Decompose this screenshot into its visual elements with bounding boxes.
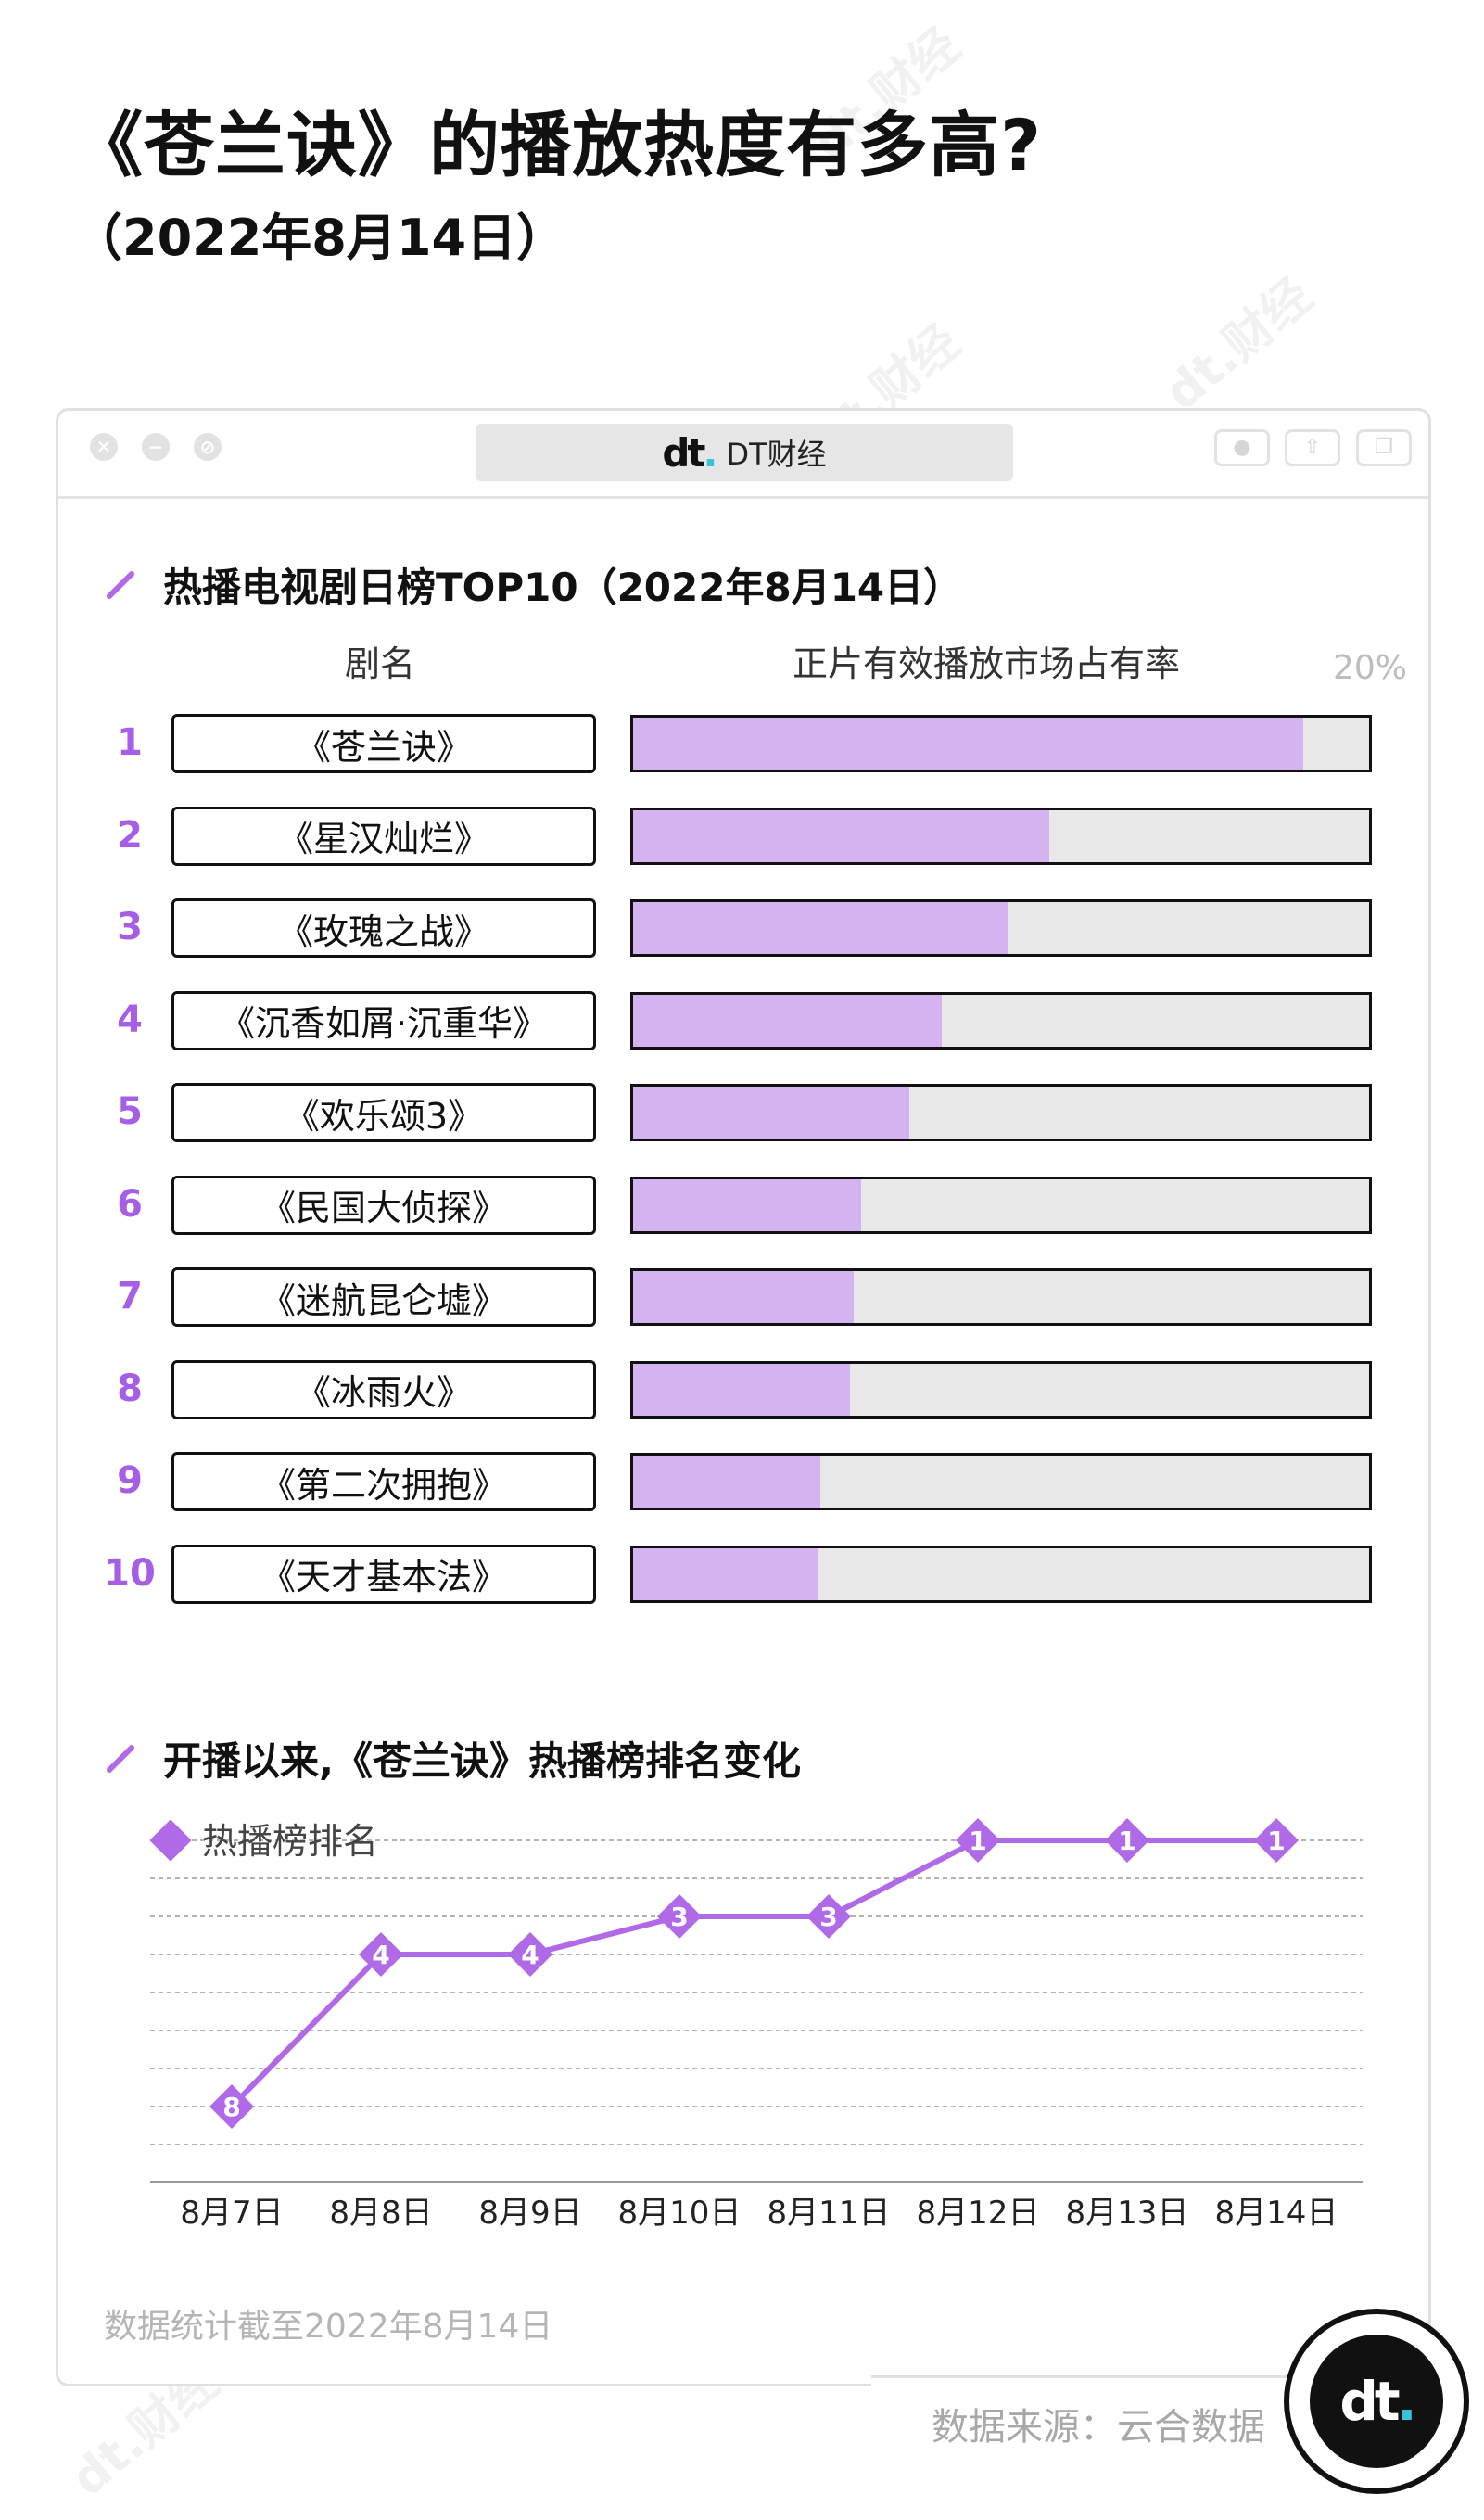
x-tick-label: 8月8日 (329, 2195, 432, 2232)
page-subtitle: （2022年8月14日） (72, 209, 567, 267)
bar (633, 1547, 818, 1600)
bar (633, 994, 943, 1047)
copy-icon[interactable]: ❐ (1356, 429, 1412, 466)
line-chart: 热播榜排名 8 8月7日 4 8月8日 4 8月9日 3 8月10日 3 8月11日 1 8月12日 1 8… (149, 1817, 1363, 2232)
dt-badge-icon: dt. (1284, 2309, 1469, 2494)
share-icon[interactable]: ⇧ (1285, 429, 1340, 466)
data-point (656, 1893, 703, 1940)
window-titlebar: ✕ − ⊘ dt. DT财经 ● ⇧ ❐ (58, 411, 1428, 499)
x-tick-label: 8月7日 (180, 2195, 283, 2232)
data-label: 1 (969, 1826, 986, 1856)
bar (633, 902, 1008, 954)
close-icon[interactable]: ✕ (90, 433, 118, 461)
drama-name-label: 《民国大侦探》 (171, 1175, 596, 1235)
bar-track (630, 1360, 1372, 1419)
x-tick-label: 8月11日 (767, 2195, 891, 2232)
drama-name-label: 《迷航昆仑墟》 (171, 1267, 596, 1327)
line-section-title: 开播以来,《苍兰诀》热播榜排名变化 (102, 1730, 801, 1787)
bar (633, 1087, 909, 1139)
rank-label: 6 (117, 1182, 143, 1226)
x-tick-label: 8月13日 (1066, 2195, 1189, 2232)
rank-label: 2 (117, 813, 143, 857)
minimize-icon[interactable]: − (142, 433, 170, 461)
x-tick-label: 8月14日 (1215, 2195, 1338, 2232)
bar-section-title-text: 热播电视剧日榜TOP10（2022年8月14日） (163, 565, 963, 610)
data-label: 1 (1118, 1826, 1135, 1856)
brand-name: DT财经 (726, 437, 827, 472)
bar-section-title: 热播电视剧日榜TOP10（2022年8月14日） (102, 556, 962, 613)
bar-track (630, 991, 1372, 1050)
data-label: 1 (1267, 1826, 1285, 1856)
x-tick-label: 8月10日 (618, 2195, 742, 2232)
legend-label: 热播榜排名 (202, 1821, 378, 1862)
bar-track (630, 1176, 1372, 1234)
drama-name-label: 《天才基本法》 (171, 1544, 596, 1604)
bar (633, 809, 1049, 862)
drama-name-label: 《冰雨火》 (171, 1359, 596, 1419)
data-source: 数据来源：云合数据 (932, 2406, 1265, 2449)
rank-label: 4 (117, 998, 143, 1041)
rank-label: 9 (117, 1459, 143, 1502)
drama-name-label: 《星汉灿烂》 (171, 806, 596, 866)
rank-label: 10 (104, 1551, 156, 1595)
rank-label: 3 (117, 906, 143, 948)
rank-label: 5 (117, 1090, 143, 1133)
data-label: 3 (819, 1902, 837, 1932)
scale-max-label: 20% (1333, 649, 1408, 687)
drama-name-label: 《苍兰诀》 (171, 714, 596, 773)
bar (633, 1456, 821, 1508)
rank-label: 8 (117, 1367, 143, 1410)
dt-logo-icon: dt. (662, 429, 717, 476)
bar-track (630, 1545, 1372, 1603)
data-label: 4 (372, 1940, 389, 1970)
bar-track (630, 807, 1372, 865)
footnote: 数据统计截至2022年8月14日 (104, 2308, 553, 2346)
bar-track (630, 715, 1372, 772)
series-line (229, 1838, 1276, 2109)
data-point (805, 1893, 852, 1940)
data-label: 8 (222, 2092, 240, 2122)
legend-diamond-icon (149, 1819, 192, 1862)
data-point (358, 1931, 404, 1978)
data-label: 3 (670, 1902, 688, 1932)
data-point (507, 1931, 553, 1978)
bar (633, 718, 1303, 770)
maximize-icon[interactable]: ⊘ (194, 433, 222, 461)
rank-label: 7 (117, 1275, 143, 1317)
data-label: 4 (521, 1940, 539, 1970)
bar-track (630, 1453, 1372, 1510)
drama-name-label: 《第二次拥抱》 (171, 1452, 596, 1511)
bar (633, 1363, 851, 1416)
source-tab (871, 2375, 1298, 2480)
drama-name-label: 《沉香如屑·沉重华》 (171, 990, 596, 1050)
dt-badge-logo: dt. (1310, 2335, 1443, 2468)
page-title: 《苍兰诀》的播放热度有多高? (72, 104, 1043, 186)
rank-label: 1 (117, 721, 143, 764)
bar-track (630, 1268, 1372, 1326)
bar-track (630, 899, 1372, 957)
column-header-name: 剧名 (345, 643, 416, 684)
window-title-pill: dt. DT财经 (476, 424, 1013, 481)
x-tick-label: 8月9日 (478, 2195, 581, 2232)
data-point (209, 2083, 255, 2130)
x-tick-label: 8月12日 (917, 2195, 1040, 2232)
drama-name-label: 《欢乐颂3》 (171, 1083, 596, 1142)
bar (633, 1178, 862, 1231)
column-header-metric: 正片有效播放市场占有率 (793, 643, 1181, 684)
bar (633, 1271, 855, 1323)
line-section-title-text: 开播以来,《苍兰诀》热播榜排名变化 (163, 1738, 801, 1784)
drama-name-label: 《玫瑰之战》 (171, 898, 596, 958)
bar-track (630, 1084, 1372, 1141)
record-icon[interactable]: ● (1214, 429, 1270, 466)
